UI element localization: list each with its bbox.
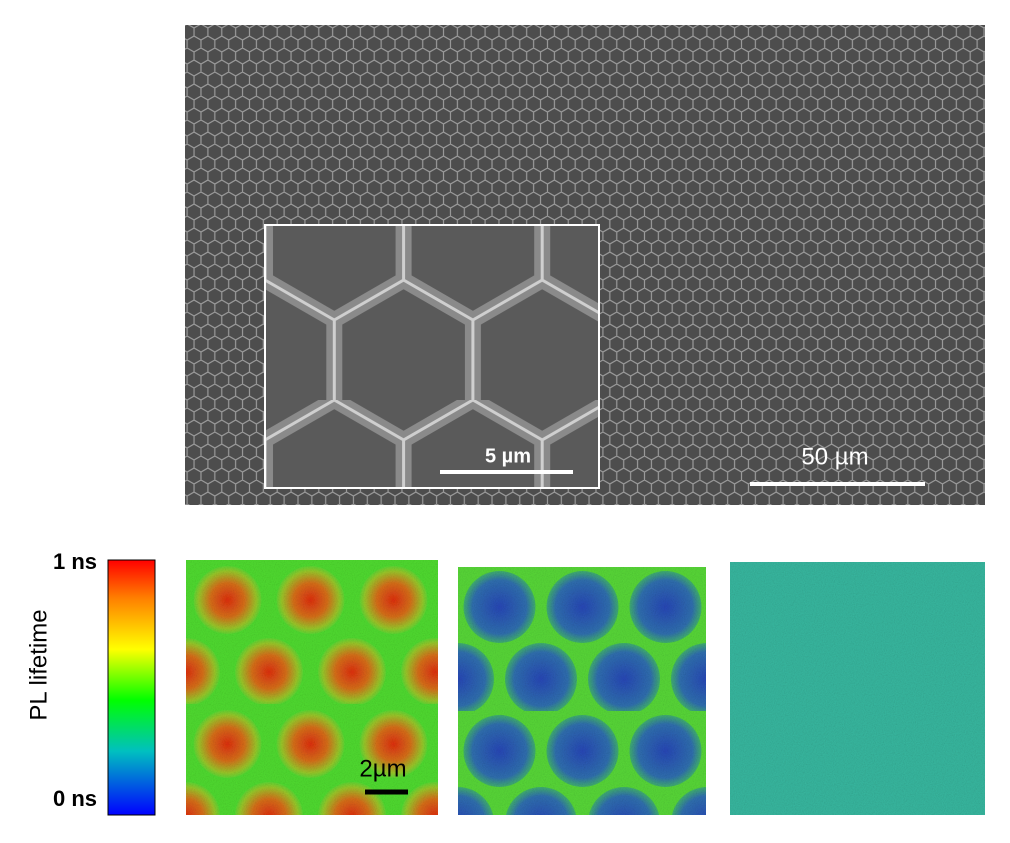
scale-label: 50 µm (801, 443, 868, 470)
lifetime-map (730, 562, 985, 815)
colorbar-min: 0 ns (53, 786, 97, 811)
inset-scale-label: 5 µm (485, 445, 531, 467)
colorbar-max: 1 ns (53, 549, 97, 574)
sem-inset (264, 224, 600, 489)
colorbar-title: PL lifetime (25, 609, 52, 720)
colorbar (107, 559, 156, 816)
map-scale-label: 2µm (359, 755, 406, 782)
lifetime-map (458, 567, 706, 815)
lifetime-map (186, 560, 438, 815)
